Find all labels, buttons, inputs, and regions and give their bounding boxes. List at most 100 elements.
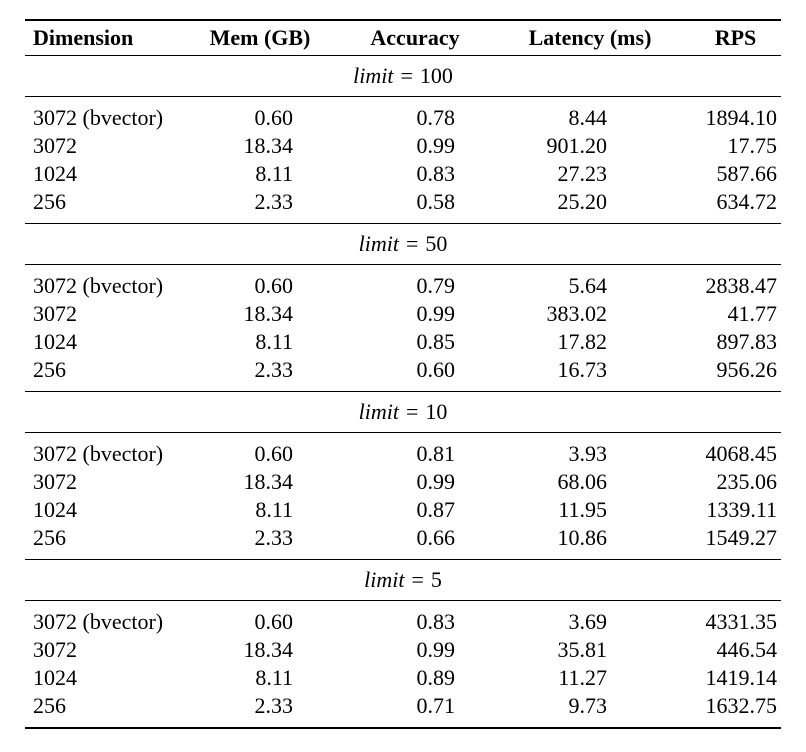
cell-accuracy: 0.60 xyxy=(416,356,456,382)
cell-accuracy: 0.71 xyxy=(416,692,456,718)
cell-rps: 235.06 xyxy=(716,468,778,494)
cell-dimension: 1024 xyxy=(33,664,77,690)
cell-accuracy: 0.81 xyxy=(416,440,456,466)
cell-mem-gb: 18.34 xyxy=(243,132,294,158)
cell-accuracy: 0.99 xyxy=(416,132,456,158)
cell-latency-ms: 11.27 xyxy=(558,664,607,690)
section-rule-above xyxy=(25,54,781,56)
cell-dimension: 3072 (bvector) xyxy=(33,272,164,298)
cell-latency-ms: 8.44 xyxy=(568,104,608,130)
section-rule-below xyxy=(25,95,781,97)
cell-dimension: 256 xyxy=(33,188,66,214)
cell-latency-ms: 16.73 xyxy=(557,356,608,382)
cell-latency-ms: 901.20 xyxy=(546,132,608,158)
table-section: limit = 10 3072 (bvector) 0.60 0.81 3.93 4068.4… xyxy=(25,390,781,559)
cell-mem-gb: 0.60 xyxy=(254,272,294,298)
section-limit-heading: limit = 100 xyxy=(25,56,781,96)
limit-equals-sign: = xyxy=(411,566,424,592)
table-row: 3072 18.34 0.99 68.06 235.06 xyxy=(25,468,781,496)
cell-accuracy: 0.78 xyxy=(416,104,456,130)
cell-latency-ms: 10.86 xyxy=(557,524,608,550)
cell-rps: 4331.35 xyxy=(705,608,778,634)
cell-latency-ms: 27.23 xyxy=(557,160,608,186)
table-row: 256 2.33 0.60 16.73 956.26 xyxy=(25,356,781,384)
limit-value: 100 xyxy=(419,62,453,88)
cell-accuracy: 0.89 xyxy=(416,664,456,690)
cell-dimension: 3072 (bvector) xyxy=(33,440,164,466)
cell-latency-ms: 25.20 xyxy=(557,188,608,214)
table-section: limit = 100 3072 (bvector) 0.60 0.78 8.44 1894.… xyxy=(25,54,781,223)
cell-mem-gb: 0.60 xyxy=(254,608,294,634)
cell-accuracy: 0.87 xyxy=(416,496,456,522)
cell-rps: 17.75 xyxy=(727,132,778,158)
table-top-rule xyxy=(25,19,781,21)
cell-dimension: 256 xyxy=(33,524,66,550)
limit-equals-sign: = xyxy=(405,230,419,256)
limit-value: 5 xyxy=(430,566,442,592)
table-row: 1024 8.11 0.89 11.27 1419.14 xyxy=(25,664,781,692)
cell-rps: 4068.45 xyxy=(705,440,778,466)
section-rule-above xyxy=(25,390,781,392)
cell-accuracy: 0.83 xyxy=(416,608,456,634)
limit-equals-sign: = xyxy=(400,62,413,88)
section-limit-heading: limit = 10 xyxy=(25,392,781,432)
cell-latency-ms: 68.06 xyxy=(557,468,608,494)
table-section: limit = 5 3072 (bvector) 0.60 0.83 3.69 4331.35… xyxy=(25,558,781,727)
cell-mem-gb: 8.11 xyxy=(255,328,293,354)
table-row: 1024 8.11 0.83 27.23 587.66 xyxy=(25,160,781,188)
table-row: 3072 (bvector) 0.60 0.78 8.44 1894.10 xyxy=(25,104,781,132)
column-header-rps: RPS xyxy=(714,24,757,50)
cell-accuracy: 0.83 xyxy=(416,160,456,186)
cell-rps: 41.77 xyxy=(727,300,778,326)
cell-rps: 1339.11 xyxy=(706,496,777,522)
table-row: 256 2.33 0.66 10.86 1549.27 xyxy=(25,524,781,552)
cell-mem-gb: 2.33 xyxy=(254,188,294,214)
cell-rps: 587.66 xyxy=(716,160,778,186)
cell-mem-gb: 2.33 xyxy=(254,524,294,550)
cell-latency-ms: 3.93 xyxy=(568,440,608,466)
table-row: 3072 (bvector) 0.60 0.83 3.69 4331.35 xyxy=(25,608,781,636)
column-header-mem-gb: Mem (GB) xyxy=(209,24,311,50)
cell-mem-gb: 2.33 xyxy=(254,356,294,382)
table-header-row: Dimension Mem (GB) Accuracy Latency (ms)… xyxy=(25,21,781,55)
cell-dimension: 3072 xyxy=(33,468,77,494)
cell-rps: 446.54 xyxy=(716,636,778,662)
cell-dimension: 1024 xyxy=(33,496,77,522)
cell-mem-gb: 8.11 xyxy=(255,160,293,186)
limit-value: 50 xyxy=(425,230,448,256)
cell-dimension: 3072 (bvector) xyxy=(33,104,164,130)
cell-mem-gb: 0.60 xyxy=(254,104,294,130)
cell-mem-gb: 8.11 xyxy=(255,664,293,690)
cell-rps: 897.83 xyxy=(716,328,778,354)
section-data-block: 3072 (bvector) 0.60 0.78 8.44 1894.10 3072 18.… xyxy=(25,97,781,223)
cell-latency-ms: 383.02 xyxy=(546,300,608,326)
cell-dimension: 256 xyxy=(33,356,66,382)
limit-equals-sign: = xyxy=(405,398,419,424)
table-bottom-rule xyxy=(25,726,781,729)
cell-dimension: 256 xyxy=(33,692,66,718)
cell-mem-gb: 2.33 xyxy=(254,692,294,718)
table-row: 1024 8.11 0.85 17.82 897.83 xyxy=(25,328,781,356)
section-rule-above xyxy=(25,222,781,224)
section-data-block: 3072 (bvector) 0.60 0.81 3.93 4068.45 3072 18.… xyxy=(25,433,781,559)
cell-rps: 634.72 xyxy=(716,188,778,214)
cell-latency-ms: 9.73 xyxy=(568,692,608,718)
benchmark-table: Dimension Mem (GB) Accuracy Latency (ms)… xyxy=(25,19,781,729)
cell-accuracy: 0.66 xyxy=(416,524,456,550)
section-data-block: 3072 (bvector) 0.60 0.83 3.69 4331.35 3072 18.… xyxy=(25,601,781,727)
table-section: limit = 50 3072 (bvector) 0.60 0.79 5.64 2838.4… xyxy=(25,222,781,391)
limit-word: limit xyxy=(353,62,394,88)
cell-rps: 2838.47 xyxy=(705,272,778,298)
table-row: 3072 18.34 0.99 383.02 41.77 xyxy=(25,300,781,328)
cell-dimension: 1024 xyxy=(33,328,77,354)
section-data-block: 3072 (bvector) 0.60 0.79 5.64 2838.47 3072 18.… xyxy=(25,265,781,391)
cell-accuracy: 0.99 xyxy=(416,636,456,662)
cell-rps: 1549.27 xyxy=(705,524,778,550)
cell-accuracy: 0.99 xyxy=(416,468,456,494)
cell-dimension: 3072 xyxy=(33,132,77,158)
cell-rps: 1419.14 xyxy=(705,664,778,690)
column-header-accuracy: Accuracy xyxy=(370,24,460,50)
cell-latency-ms: 35.81 xyxy=(557,636,608,662)
cell-rps: 1894.10 xyxy=(705,104,778,130)
cell-accuracy: 0.85 xyxy=(416,328,456,354)
